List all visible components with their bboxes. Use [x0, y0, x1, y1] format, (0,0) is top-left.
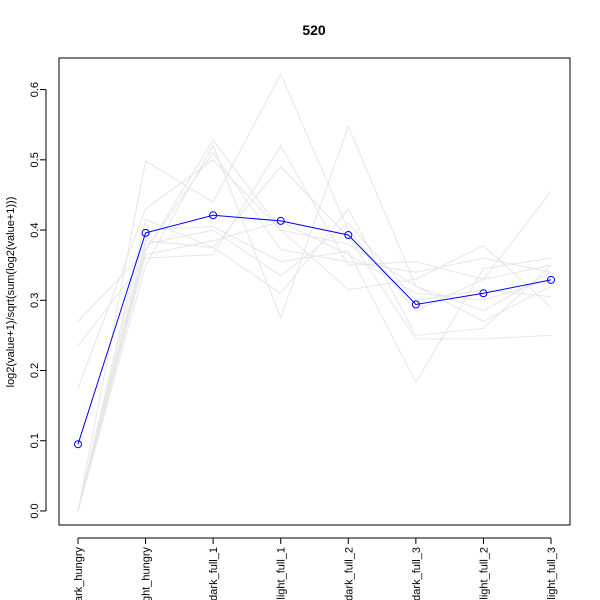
background-series-line — [77, 124, 552, 512]
x-tick-label: light_hungry — [141, 547, 153, 600]
plot-frame — [58, 57, 571, 526]
x-tick-label: light_full_1 — [276, 547, 288, 600]
background-series-line — [77, 73, 552, 512]
x-axis: dark_hungry light_hungry dark_full_1 light_… — [73, 537, 558, 600]
background-series-line — [77, 144, 552, 347]
y-tick-label: 0.5 — [29, 152, 41, 167]
x-tick-label: dark_full_1 — [208, 547, 220, 600]
background-series-line — [77, 166, 552, 512]
chart-title: 520 — [302, 22, 326, 38]
highlight-point — [141, 228, 150, 237]
y-tick-label: 0.0 — [29, 503, 41, 518]
highlight-point — [411, 300, 420, 309]
highlight-series-line — [77, 214, 552, 445]
highlight-series-group — [74, 211, 555, 449]
highlight-point — [74, 440, 82, 449]
background-series-line — [77, 151, 552, 512]
background-series-line — [77, 222, 552, 512]
background-series-line — [77, 139, 552, 322]
x-tick-label: light_full_2 — [478, 547, 490, 600]
background-series-line — [77, 159, 552, 389]
highlight-point — [344, 231, 353, 239]
x-tick-label: dark_hungry — [73, 547, 85, 600]
highlight-point — [209, 211, 218, 220]
background-series-line — [77, 225, 552, 512]
background-series-line — [77, 221, 552, 512]
y-axis: 0.0 0.1 0.2 0.3 0.4 0.5 0.6 — [29, 82, 47, 519]
x-tick-label: light_full_3 — [546, 547, 558, 600]
x-tick-label: dark_full_2 — [343, 547, 355, 600]
y-tick-label: 0.3 — [29, 293, 41, 308]
x-tick-label: dark_full_3 — [411, 547, 423, 600]
highlight-point — [479, 289, 488, 298]
background-series-line — [77, 208, 552, 512]
y-axis-label: log2(value+1)/sqrt(sum(log2(value+1))) — [5, 197, 17, 388]
y-tick-label: 0.4 — [29, 222, 41, 237]
y-tick-label: 0.6 — [29, 82, 41, 97]
y-tick-label: 0.1 — [29, 433, 41, 448]
highlight-point — [547, 275, 555, 284]
highlight-point — [276, 216, 285, 225]
y-tick-label: 0.2 — [29, 363, 41, 378]
